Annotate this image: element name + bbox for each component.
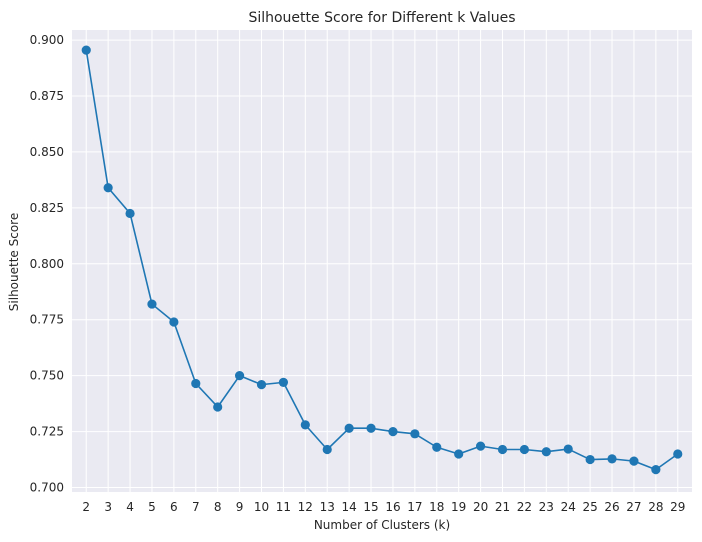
- x-tick-labels: 2 3 4 5 6 7 8 9 10 11 12 13 14 15 16 17 18 19 20 21 22 23 24 25…: [82, 500, 685, 514]
- data-point: [256, 380, 267, 390]
- data-point: [81, 45, 91, 55]
- data-point: [651, 465, 661, 475]
- x-tick-label: 19: [451, 500, 466, 514]
- data-point: [563, 444, 573, 454]
- data-point: [147, 299, 157, 309]
- x-tick-label: 4: [126, 500, 134, 514]
- x-axis-label: Number of Clusters (k): [314, 518, 450, 532]
- series-line: [85, 50, 679, 471]
- x-tick-label: 8: [214, 500, 222, 514]
- data-point: [519, 444, 530, 455]
- data-point: [454, 449, 464, 459]
- x-tick-label: 29: [670, 500, 685, 514]
- data-point: [607, 454, 617, 464]
- x-tick-label: 12: [298, 500, 313, 514]
- x-tick-label: 2: [82, 500, 90, 514]
- y-tick-labels: 0.700 0.725 0.750 0.775 0.800 0.825 0.850 0.875…: [30, 33, 64, 494]
- y-tick-label: 0.750: [30, 369, 64, 383]
- data-point: [213, 402, 223, 412]
- x-tick-label: 21: [495, 500, 510, 514]
- y-tick-label: 0.725: [30, 425, 64, 439]
- data-point: [629, 456, 639, 466]
- x-tick-label: 9: [236, 500, 244, 514]
- y-tick-label: 0.900: [30, 33, 64, 47]
- x-tick-label: 16: [385, 500, 400, 514]
- plot-background: [72, 30, 692, 492]
- x-tick-label: 14: [341, 500, 356, 514]
- y-axis-label: Silhouette Score: [7, 213, 21, 311]
- x-tick-label: 15: [363, 500, 378, 514]
- data-point: [125, 208, 135, 219]
- x-tick-label: 27: [626, 500, 641, 514]
- x-tick-label: 20: [473, 500, 488, 514]
- y-tick-label: 0.775: [30, 313, 64, 327]
- data-point: [673, 449, 683, 459]
- data-point: [432, 442, 442, 452]
- y-tick-label: 0.850: [30, 145, 64, 159]
- data-point: [585, 454, 595, 465]
- x-tick-label: 17: [407, 500, 422, 514]
- x-tick-label: 7: [192, 500, 200, 514]
- data-point: [322, 444, 332, 455]
- data-point: [103, 183, 113, 193]
- x-tick-label: 26: [604, 500, 619, 514]
- data-point: [475, 441, 486, 451]
- data-point: [169, 317, 179, 327]
- data-point: [191, 378, 201, 389]
- x-tick-label: 22: [517, 500, 532, 514]
- x-tick-label: 24: [561, 500, 576, 514]
- data-point: [497, 444, 508, 455]
- data-point: [234, 371, 245, 381]
- data-point: [344, 423, 354, 433]
- series-layer: [81, 45, 683, 475]
- x-tick-label: 23: [539, 500, 554, 514]
- y-tick-label: 0.825: [30, 201, 64, 215]
- x-tick-label: 25: [582, 500, 597, 514]
- data-point: [278, 377, 289, 387]
- data-point: [366, 423, 376, 433]
- data-point: [541, 447, 551, 457]
- x-tick-label: 10: [254, 500, 269, 514]
- x-tick-label: 3: [104, 500, 112, 514]
- x-tick-label: 18: [429, 500, 444, 514]
- chart-title: Silhouette Score for Different k Values: [248, 10, 515, 26]
- x-tick-label: 6: [170, 500, 178, 514]
- grid-lines: [72, 30, 692, 492]
- x-tick-label: 13: [320, 500, 335, 514]
- y-tick-label: 0.800: [30, 257, 64, 271]
- data-point: [410, 429, 420, 439]
- y-tick-label: 0.875: [30, 89, 64, 103]
- x-tick-label: 11: [276, 500, 291, 514]
- x-tick-label: 28: [648, 500, 663, 514]
- y-tick-label: 0.700: [30, 481, 64, 495]
- x-tick-label: 5: [148, 500, 156, 514]
- data-point: [388, 426, 398, 437]
- data-point: [300, 420, 310, 430]
